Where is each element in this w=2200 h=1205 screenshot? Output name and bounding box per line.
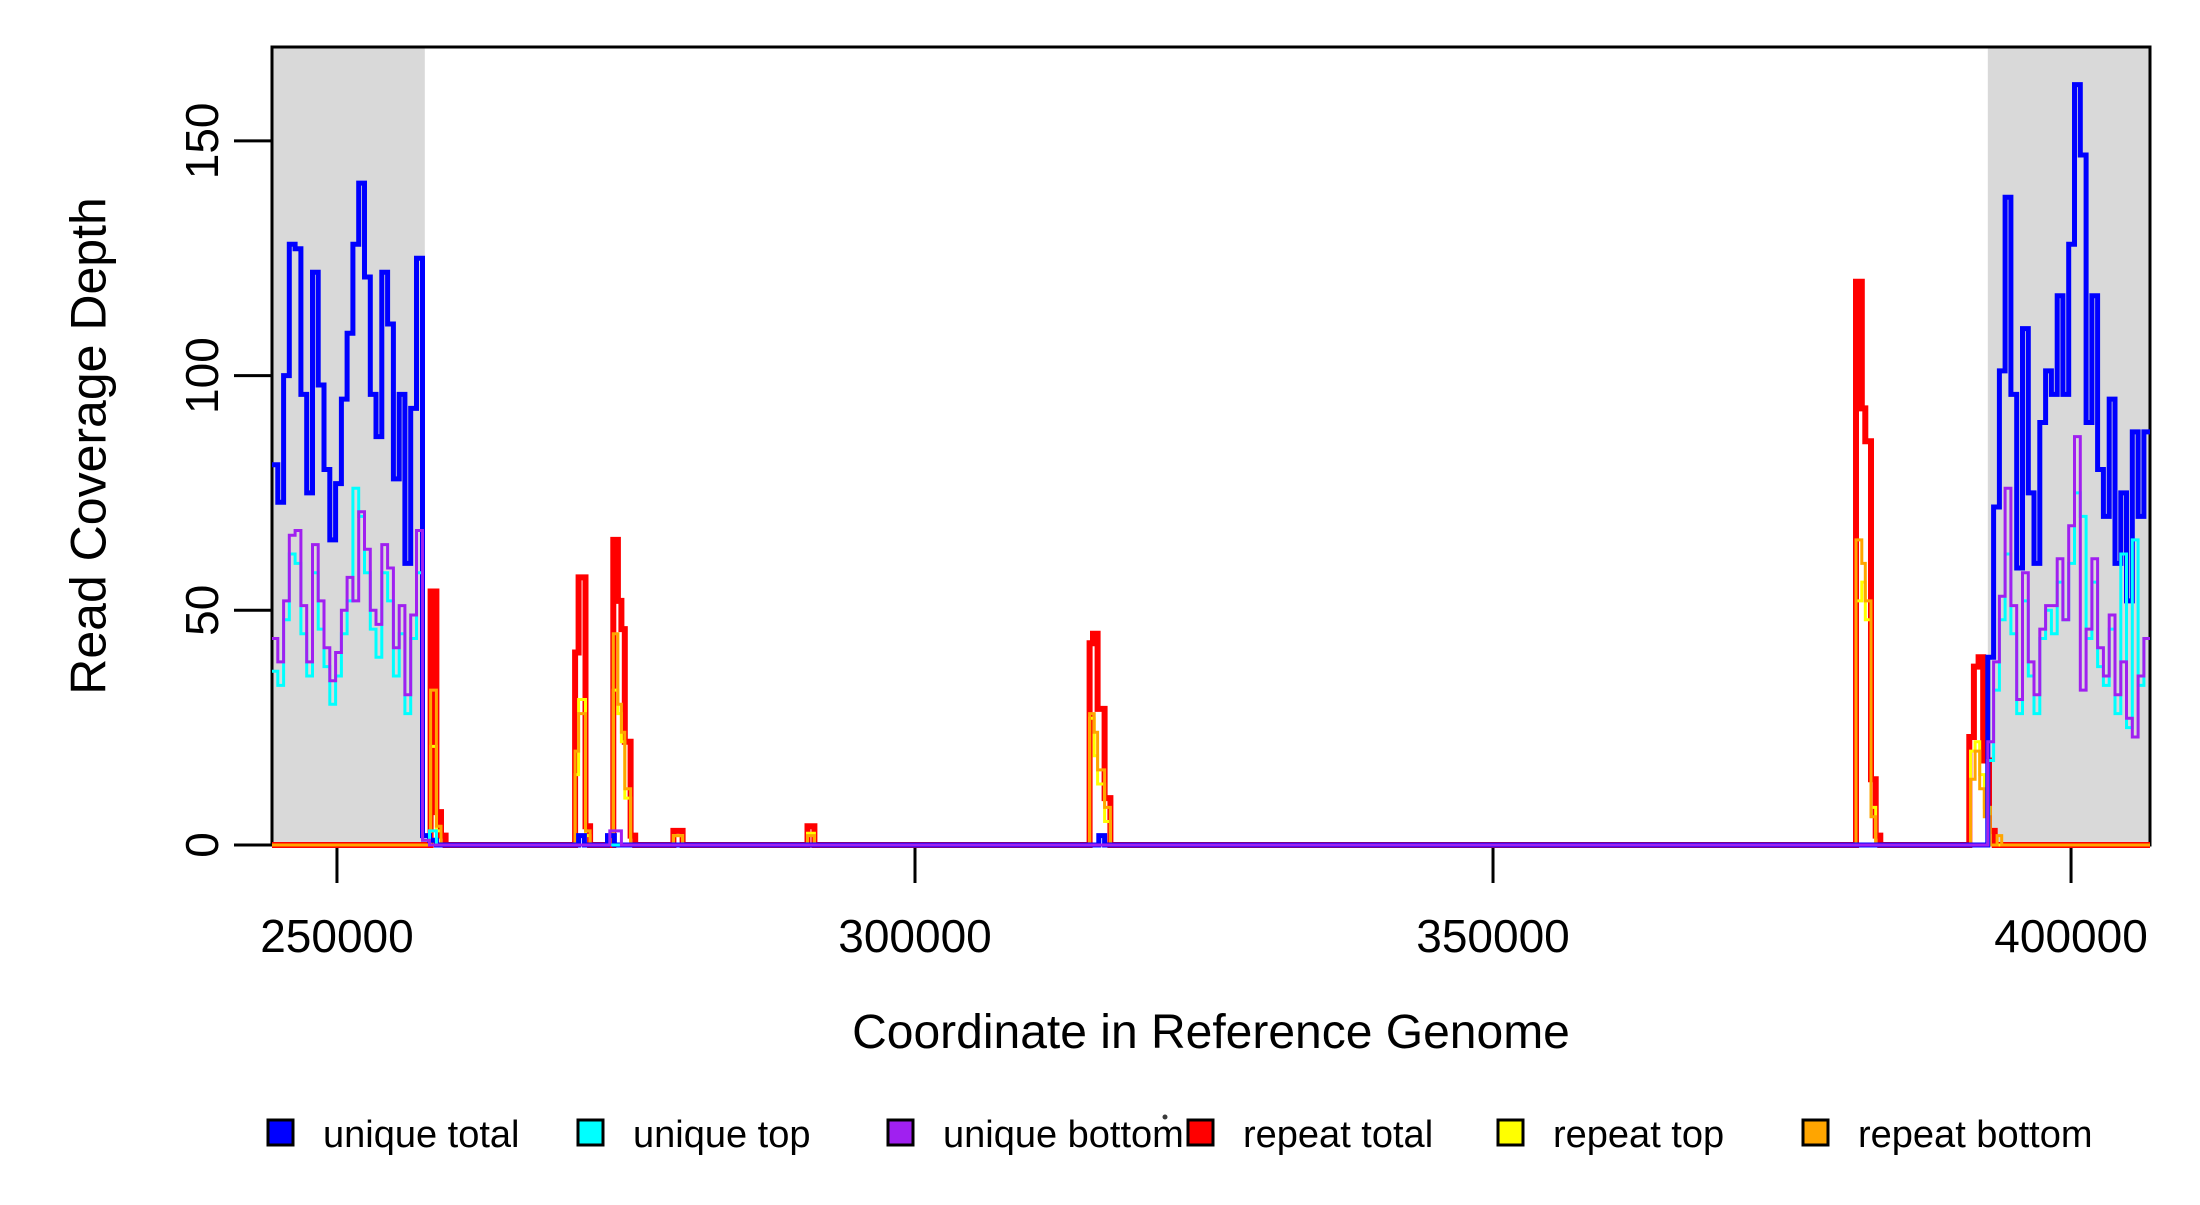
legend-swatch-unique-bottom xyxy=(886,1118,915,1147)
legend-swatch-repeat-total xyxy=(1186,1118,1215,1147)
y-axis-tick-label: 150 xyxy=(176,103,228,180)
legend-label: unique top xyxy=(633,1114,811,1156)
x-axis-tick-label: 300000 xyxy=(838,910,992,962)
x-axis-title: Coordinate in Reference Genome xyxy=(852,1006,1570,1059)
legend-label: repeat bottom xyxy=(1858,1114,2092,1156)
legend-entry-unique-total: unique total xyxy=(266,1114,520,1156)
y-axis-tick-label: 0 xyxy=(176,832,228,858)
left-shaded-region xyxy=(272,47,425,845)
legend-swatch-repeat-top xyxy=(1496,1118,1525,1147)
legend-label: unique total xyxy=(323,1114,520,1156)
legend-label: repeat total xyxy=(1243,1114,1433,1156)
x-axis-tick-label: 400000 xyxy=(1994,910,2148,962)
stray-dot xyxy=(1162,1114,1168,1120)
y-axis-tick-label: 50 xyxy=(176,585,228,636)
y-axis-tick-label: 100 xyxy=(176,337,228,414)
x-axis-tick-label: 250000 xyxy=(260,910,414,962)
legend-entry-repeat-top: repeat top xyxy=(1496,1114,1724,1156)
series-repeat-total-line xyxy=(272,278,2150,848)
legend-swatch-unique-top xyxy=(576,1118,605,1147)
series-repeat-bottom-line xyxy=(272,538,2150,847)
y-axis-title: Read Coverage Depth xyxy=(61,197,117,695)
legend-label: repeat top xyxy=(1553,1114,1724,1156)
series-unique-bottom-line xyxy=(272,435,2150,847)
legend-swatch-repeat-bottom xyxy=(1801,1118,1830,1147)
x-axis-tick-label: 350000 xyxy=(1416,910,1570,962)
legend-entry-repeat-total: repeat total xyxy=(1186,1114,1433,1156)
legend-entry-unique-top: unique top xyxy=(576,1114,811,1156)
legend-entry-repeat-bottom: repeat bottom xyxy=(1801,1114,2092,1156)
legend-label: unique bottom xyxy=(943,1114,1184,1156)
legend-swatch-unique-total xyxy=(266,1118,295,1147)
legend-entry-unique-bottom: unique bottom xyxy=(886,1114,1184,1156)
